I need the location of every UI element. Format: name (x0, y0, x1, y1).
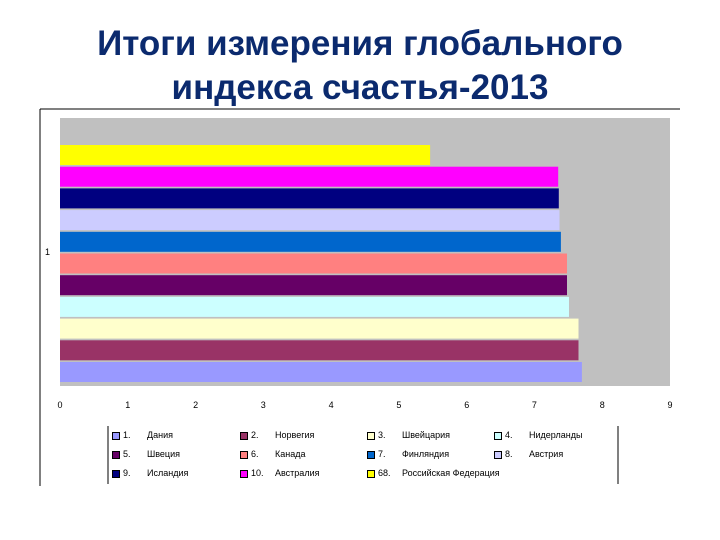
legend-rank: 6. (251, 449, 259, 459)
bar-4 (60, 296, 569, 317)
x-tick-label: 9 (667, 400, 672, 410)
bar-10 (60, 166, 559, 187)
bar-9 (60, 188, 559, 209)
x-tick-label: 4 (329, 400, 334, 410)
bar-8 (60, 210, 560, 231)
legend-swatch (367, 431, 375, 440)
legend-label: Норвегия (275, 430, 315, 440)
category-label: 1 (45, 247, 50, 257)
legend-swatch (367, 469, 375, 478)
legend-label: Исландия (147, 468, 189, 478)
legend-rank: 2. (251, 430, 259, 440)
legend-rank: 8. (505, 449, 513, 459)
bar-5 (60, 275, 567, 296)
bar-7 (60, 231, 561, 252)
legend-item: 4. Нидерланды (494, 429, 582, 442)
legend-label: Австралия (275, 468, 320, 478)
x-tick-label: 6 (464, 400, 469, 410)
legend-swatch (240, 450, 248, 459)
legend-swatch (494, 431, 502, 440)
bar-2 (60, 340, 579, 361)
legend-label: Нидерланды (529, 430, 583, 440)
legend-item: 9. Исландия (112, 467, 188, 480)
chart-title-line-2: индекса счастья-2013 (171, 68, 549, 107)
legend-item: 10. Австралия (240, 467, 319, 480)
bar-3 (60, 318, 579, 339)
legend-rank: 9. (123, 468, 131, 478)
legend-rank: 3. (378, 430, 386, 440)
x-tick-label: 5 (396, 400, 401, 410)
legend-item: 5. Швеция (112, 448, 180, 461)
legend-item: 2. Норвегия (240, 429, 314, 442)
legend-label: Швейцария (402, 430, 451, 440)
legend-swatch (240, 431, 248, 440)
legend-rank: 68. (378, 468, 391, 478)
x-tick-label: 0 (57, 400, 62, 410)
x-tick-label: 2 (193, 400, 198, 410)
legend-item: 3. Швейцария (367, 429, 450, 442)
legend-swatch (494, 450, 502, 459)
legend-label: Канада (275, 449, 306, 459)
x-tick-label: 3 (261, 400, 266, 410)
bar-11 (60, 145, 431, 165)
legend-rank: 4. (505, 430, 513, 440)
legend-label: Российская Федерация (402, 468, 500, 478)
legend-swatch (112, 469, 120, 478)
legend-label: Дания (147, 430, 173, 440)
chart-title-line-1: Итоги измерения глобального (97, 24, 623, 63)
bar-6 (60, 253, 567, 274)
bar-1 (60, 362, 582, 382)
legend-label: Финляндия (402, 449, 450, 459)
legend: 1. Дания 2. Норвегия 3. Швейцария 4. Нидерланды… (108, 426, 618, 484)
legend-rank: 10. (251, 468, 264, 478)
chart-title: Итоги измерения глобального индекса счас… (0, 22, 720, 110)
legend-item: 68. Российская Федерация (367, 467, 500, 480)
legend-label: Австрия (529, 449, 564, 459)
legend-swatch (112, 450, 120, 459)
x-tick-label: 1 (125, 400, 130, 410)
legend-item: 8. Австрия (494, 448, 563, 461)
legend-rank: 1. (123, 430, 131, 440)
legend-swatch (367, 450, 375, 459)
legend-item: 7. Финляндия (367, 448, 449, 461)
x-tick-label: 7 (532, 400, 537, 410)
legend-swatch (240, 469, 248, 478)
legend-swatch (112, 431, 120, 440)
legend-rank: 5. (123, 449, 131, 459)
legend-item: 1. Дания (112, 429, 173, 442)
legend-label: Швеция (147, 449, 180, 459)
legend-item: 6. Канада (240, 448, 305, 461)
x-tick-label: 8 (600, 400, 605, 410)
legend-rank: 7. (378, 449, 386, 459)
